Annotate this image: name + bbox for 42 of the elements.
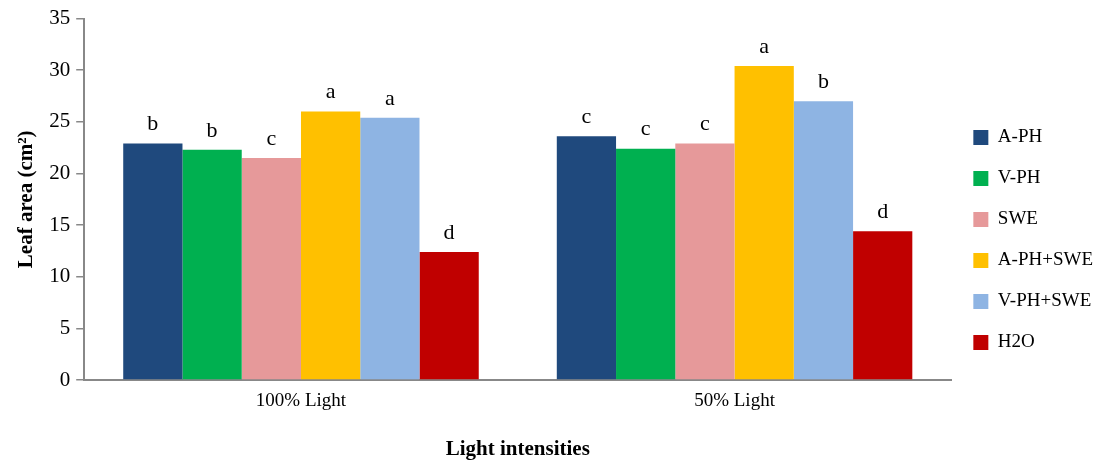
y-tick-label: 0 bbox=[59, 366, 71, 391]
data-label: b bbox=[147, 110, 159, 136]
bar bbox=[675, 143, 735, 380]
bar bbox=[182, 149, 242, 380]
bar bbox=[793, 101, 854, 380]
x-tick-label: 100% Light bbox=[255, 389, 347, 411]
legend-label: A-PH+SWE bbox=[997, 248, 1094, 270]
legend-label: H2O bbox=[997, 330, 1035, 352]
bar bbox=[123, 143, 183, 380]
y-axis-title: Leaf area (cm²) bbox=[13, 130, 38, 269]
data-label: d bbox=[877, 198, 889, 224]
legend-label: A-PH bbox=[997, 125, 1043, 147]
bar bbox=[241, 158, 301, 380]
y-tick-label: 35 bbox=[49, 5, 71, 30]
data-label: c bbox=[266, 124, 277, 150]
data-label: a bbox=[325, 78, 336, 104]
x-tick-label: 50% Light bbox=[694, 389, 776, 411]
y-tick-label: 25 bbox=[49, 108, 71, 133]
legend-label: V-PH bbox=[997, 166, 1041, 188]
y-tick-label: 5 bbox=[59, 314, 71, 339]
bar bbox=[734, 66, 794, 380]
data-label: a bbox=[759, 32, 770, 58]
y-tick-label: 30 bbox=[49, 56, 71, 81]
data-label: c bbox=[700, 110, 711, 136]
bar bbox=[556, 136, 617, 380]
bar bbox=[419, 251, 479, 380]
bar bbox=[853, 231, 913, 380]
bar bbox=[360, 117, 420, 380]
data-label: c bbox=[581, 103, 592, 129]
y-tick-label: 20 bbox=[49, 160, 71, 184]
legend-label: V-PH+SWE bbox=[997, 289, 1092, 311]
bar bbox=[300, 111, 361, 380]
data-label: d bbox=[443, 218, 455, 244]
bar bbox=[616, 148, 676, 380]
data-label: b bbox=[206, 116, 218, 142]
data-label: b bbox=[817, 67, 829, 93]
legend-label: SWE bbox=[997, 207, 1038, 229]
y-tick-label: 15 bbox=[49, 211, 71, 236]
x-axis-title: Light intensities bbox=[445, 435, 590, 460]
y-tick-label: 10 bbox=[49, 263, 71, 288]
data-label: c bbox=[640, 115, 651, 141]
data-label: a bbox=[384, 84, 395, 110]
